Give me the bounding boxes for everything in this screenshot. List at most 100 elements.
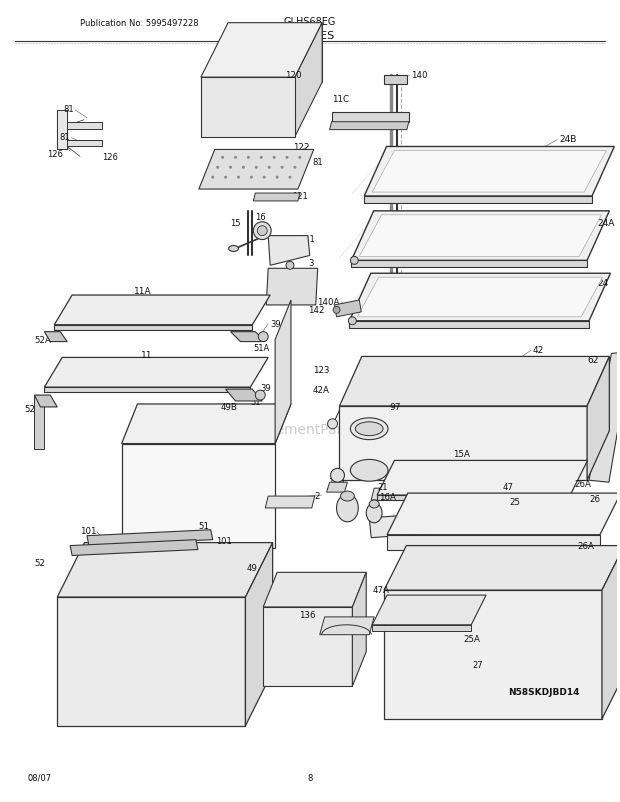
Text: GLHS68EG: GLHS68EG bbox=[283, 17, 336, 26]
Polygon shape bbox=[254, 194, 300, 201]
Circle shape bbox=[229, 167, 232, 169]
Circle shape bbox=[288, 176, 291, 180]
Text: 11: 11 bbox=[141, 350, 153, 359]
Polygon shape bbox=[275, 301, 291, 444]
Text: 100: 100 bbox=[366, 510, 383, 519]
Text: 25A: 25A bbox=[463, 634, 480, 643]
Circle shape bbox=[293, 167, 296, 169]
Text: 51A: 51A bbox=[254, 343, 270, 353]
Text: 24A: 24A bbox=[597, 219, 614, 228]
Polygon shape bbox=[335, 301, 361, 318]
Text: 26A: 26A bbox=[574, 479, 591, 488]
Polygon shape bbox=[264, 573, 366, 607]
Circle shape bbox=[348, 318, 356, 326]
Polygon shape bbox=[266, 269, 317, 306]
Polygon shape bbox=[45, 332, 67, 342]
Text: 81: 81 bbox=[63, 105, 74, 114]
Text: 136: 136 bbox=[299, 610, 316, 620]
Circle shape bbox=[298, 156, 301, 160]
Text: 97: 97 bbox=[389, 403, 401, 412]
Polygon shape bbox=[377, 461, 588, 496]
Polygon shape bbox=[340, 407, 587, 480]
Polygon shape bbox=[387, 535, 600, 550]
Text: 101: 101 bbox=[80, 527, 97, 536]
Circle shape bbox=[254, 222, 271, 241]
Text: 21: 21 bbox=[377, 482, 388, 491]
Polygon shape bbox=[340, 357, 609, 407]
Text: 51: 51 bbox=[250, 398, 261, 407]
Polygon shape bbox=[226, 390, 262, 402]
Circle shape bbox=[247, 156, 250, 160]
Polygon shape bbox=[365, 148, 614, 196]
Circle shape bbox=[327, 419, 337, 429]
Text: 120: 120 bbox=[285, 71, 301, 79]
Polygon shape bbox=[45, 358, 268, 387]
Text: 11C: 11C bbox=[332, 95, 348, 104]
Polygon shape bbox=[264, 607, 352, 687]
Text: Publication No: 5995497228: Publication No: 5995497228 bbox=[80, 19, 198, 28]
Ellipse shape bbox=[355, 423, 383, 436]
Polygon shape bbox=[357, 277, 603, 318]
Ellipse shape bbox=[229, 246, 239, 252]
Text: 126: 126 bbox=[47, 150, 63, 159]
Text: 140: 140 bbox=[411, 71, 427, 79]
Text: 26A: 26A bbox=[577, 541, 594, 550]
Polygon shape bbox=[35, 395, 57, 407]
Polygon shape bbox=[45, 387, 250, 393]
Circle shape bbox=[286, 156, 288, 160]
Circle shape bbox=[257, 226, 267, 237]
Circle shape bbox=[333, 307, 340, 314]
Polygon shape bbox=[57, 111, 67, 150]
Text: 24: 24 bbox=[597, 278, 608, 287]
Text: 39: 39 bbox=[260, 383, 271, 392]
Polygon shape bbox=[372, 595, 486, 625]
Polygon shape bbox=[350, 274, 611, 322]
Polygon shape bbox=[371, 488, 414, 500]
Polygon shape bbox=[372, 152, 606, 192]
Circle shape bbox=[350, 257, 358, 265]
Polygon shape bbox=[199, 150, 314, 190]
Polygon shape bbox=[352, 573, 366, 687]
Circle shape bbox=[237, 176, 240, 180]
Circle shape bbox=[216, 167, 219, 169]
Text: 25: 25 bbox=[510, 497, 521, 506]
Polygon shape bbox=[384, 590, 602, 719]
Text: 24B: 24B bbox=[559, 135, 577, 144]
Polygon shape bbox=[122, 404, 291, 444]
Polygon shape bbox=[589, 352, 620, 483]
Circle shape bbox=[221, 156, 224, 160]
Circle shape bbox=[259, 332, 268, 342]
Text: 2: 2 bbox=[314, 491, 320, 500]
Circle shape bbox=[255, 167, 258, 169]
Text: 121: 121 bbox=[292, 192, 308, 201]
Polygon shape bbox=[67, 123, 102, 129]
Polygon shape bbox=[201, 23, 322, 78]
Text: 101: 101 bbox=[216, 537, 231, 545]
Text: 47: 47 bbox=[503, 482, 514, 491]
Polygon shape bbox=[377, 496, 570, 500]
Polygon shape bbox=[268, 237, 310, 266]
Polygon shape bbox=[369, 513, 441, 538]
Polygon shape bbox=[365, 196, 592, 204]
Polygon shape bbox=[265, 496, 315, 508]
Text: 122: 122 bbox=[293, 143, 310, 152]
Text: 15: 15 bbox=[278, 239, 288, 248]
Polygon shape bbox=[320, 617, 374, 635]
Circle shape bbox=[268, 167, 271, 169]
Text: N58SKDJBD14: N58SKDJBD14 bbox=[508, 687, 579, 696]
Circle shape bbox=[273, 156, 276, 160]
Ellipse shape bbox=[366, 504, 382, 523]
Text: SHELVES: SHELVES bbox=[285, 30, 334, 41]
Text: 62: 62 bbox=[587, 355, 598, 364]
Polygon shape bbox=[587, 357, 609, 480]
Circle shape bbox=[234, 156, 237, 160]
Polygon shape bbox=[360, 216, 601, 257]
Polygon shape bbox=[352, 261, 587, 268]
Polygon shape bbox=[201, 78, 295, 137]
Polygon shape bbox=[87, 530, 213, 546]
Ellipse shape bbox=[340, 492, 355, 501]
Text: 126: 126 bbox=[102, 152, 118, 162]
Text: ReplacementParts.com: ReplacementParts.com bbox=[230, 422, 390, 436]
Text: 49B: 49B bbox=[221, 403, 237, 412]
Text: 39: 39 bbox=[270, 320, 281, 329]
